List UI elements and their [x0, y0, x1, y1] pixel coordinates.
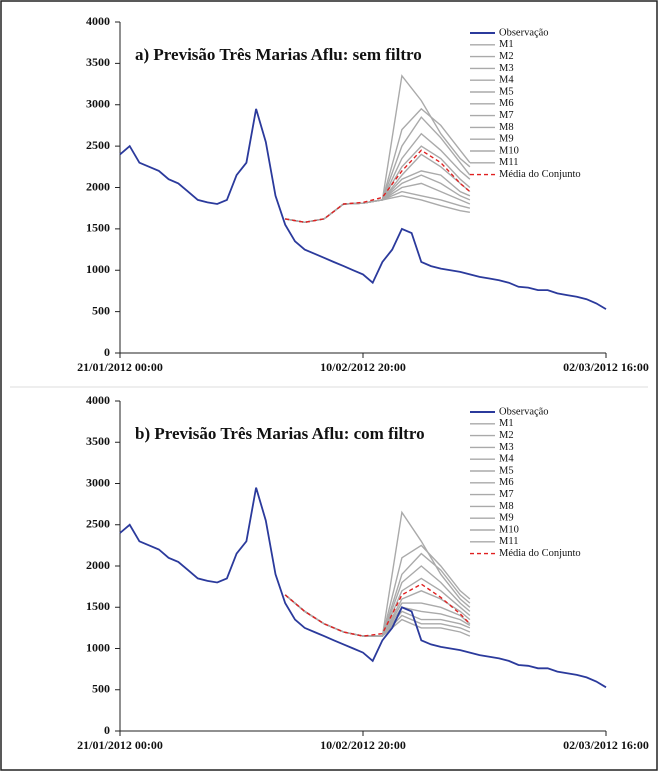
legend-label: M5: [499, 86, 514, 97]
y-tick-label: 3000: [86, 97, 110, 111]
legend-label: M9: [499, 513, 514, 524]
legend-label: Média do Conjunto: [499, 169, 581, 180]
legend-label: M4: [499, 75, 514, 86]
legend-label: M10: [499, 145, 519, 156]
legend-label: M3: [499, 63, 514, 74]
legend-label: M1: [499, 39, 514, 50]
legend-label: M5: [499, 465, 514, 476]
y-tick-label: 4000: [86, 393, 110, 407]
legend-label: Observação: [499, 27, 549, 38]
legend-label: M6: [499, 98, 514, 109]
series-line: [284, 583, 471, 637]
legend-label: M10: [499, 524, 519, 535]
legend-label: M8: [499, 122, 514, 133]
chart-title: a) Previsão Três Marias Aflu: sem filtro: [135, 45, 422, 64]
series-line: [119, 108, 607, 310]
x-tick-label: 21/01/2012 00:00: [77, 360, 163, 374]
y-tick-label: 4000: [86, 14, 110, 28]
y-tick-label: 1000: [86, 640, 110, 654]
y-tick-label: 3500: [86, 434, 110, 448]
y-tick-label: 1000: [86, 262, 110, 276]
legend-label: M9: [499, 134, 514, 145]
series-line: [285, 195, 471, 224]
legend-label: M6: [499, 477, 514, 488]
x-tick-label: 02/03/2012 16:00: [563, 738, 649, 752]
y-tick-label: 2000: [86, 179, 110, 193]
y-tick-label: 1500: [86, 599, 110, 613]
legend-label: M4: [499, 454, 514, 465]
legend-label: M8: [499, 501, 514, 512]
legend-label: M1: [499, 418, 514, 429]
legend-label: M2: [499, 430, 514, 441]
y-tick-label: 0: [104, 723, 110, 737]
legend-label: M7: [499, 110, 514, 121]
legend-label: M3: [499, 442, 514, 453]
x-tick-label: 10/02/2012 20:00: [320, 738, 406, 752]
series-line: [285, 149, 471, 224]
legend-label: M11: [499, 157, 518, 168]
legend-label: M2: [499, 51, 514, 62]
y-tick-label: 1500: [86, 221, 110, 235]
y-tick-label: 0: [104, 345, 110, 359]
chart-title: b) Previsão Três Marias Aflu: com filtro: [135, 424, 425, 443]
y-tick-label: 3500: [86, 55, 110, 69]
series-line: [119, 487, 607, 689]
y-tick-label: 500: [92, 682, 110, 696]
legend-label: M11: [499, 536, 518, 547]
x-tick-label: 21/01/2012 00:00: [77, 738, 163, 752]
legend-label: Observação: [499, 406, 549, 417]
x-tick-label: 02/03/2012 16:00: [563, 360, 649, 374]
legend-label: Média do Conjunto: [499, 548, 581, 559]
y-tick-label: 3000: [86, 475, 110, 489]
y-tick-label: 2000: [86, 558, 110, 572]
y-tick-label: 2500: [86, 517, 110, 531]
series-line: [284, 594, 471, 637]
y-tick-label: 2500: [86, 138, 110, 152]
legend-label: M7: [499, 489, 514, 500]
y-tick-label: 500: [92, 303, 110, 317]
x-tick-label: 10/02/2012 20:00: [320, 360, 406, 374]
